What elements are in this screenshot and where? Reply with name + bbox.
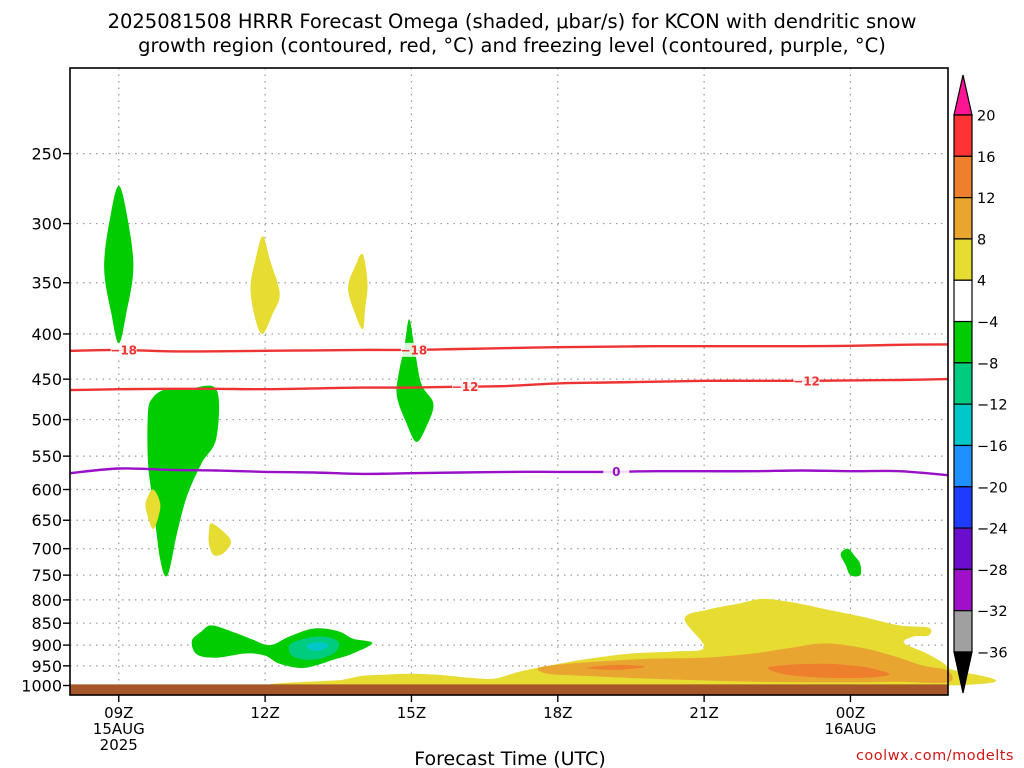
colorbar-bin (953, 444, 973, 488)
y-tick-label: 900 (31, 636, 62, 655)
x-tick-label: 09Z (104, 704, 133, 722)
omega-shading (104, 186, 997, 688)
y-tick-label: 450 (31, 370, 62, 389)
colorbar-label: 12 (977, 191, 995, 207)
y-tick-label: 700 (31, 540, 62, 559)
colorbar-bin (953, 610, 973, 653)
colorbar-label: −36 (977, 646, 1008, 662)
colorbar-label: 20 (977, 109, 995, 125)
colorbar-bin (953, 197, 973, 240)
y-tick-label: 500 (31, 411, 62, 430)
contour-label--18: −18 (401, 343, 428, 357)
x-tick-label: 15AUG (93, 720, 145, 738)
x-axis-label: Forecast Time (UTC) (414, 748, 605, 768)
contour-label--12: −12 (793, 374, 820, 388)
omega-region-14 (587, 664, 646, 670)
y-tick-label: 950 (31, 657, 62, 676)
omega-region-1 (147, 385, 220, 577)
colorbar-label: 16 (977, 150, 995, 166)
colorbar-label: −20 (977, 480, 1008, 496)
colorbar-label: −24 (977, 522, 1008, 538)
title-line-1: 2025081508 HRRR Forecast Omega (shaded, … (108, 10, 917, 33)
omega-region-5 (250, 236, 280, 335)
contour-label-bg (603, 464, 630, 479)
x-tick-label: 2025 (100, 736, 138, 754)
y-tick-label: 400 (31, 325, 62, 344)
omega-region-4 (208, 523, 231, 556)
contour-label--12: −12 (452, 380, 479, 394)
colorbar: 20 16 12 8 4 −4 −8 −12 −16 −20 −24 −28 −32 −36 (953, 74, 1008, 694)
omega-region-7 (191, 625, 373, 668)
colorbar-bin (953, 320, 973, 364)
y-tick-label: 1000 (21, 677, 62, 696)
colorbar-label: −28 (977, 563, 1008, 579)
colorbar-label: −8 (977, 356, 998, 372)
colorbar-bin (953, 527, 973, 570)
y-tick-label: 650 (31, 511, 62, 530)
plot-frame (69, 67, 949, 696)
colorbar-label: −4 (977, 315, 998, 331)
y-tick-label: 250 (31, 145, 62, 164)
contour-lines: −18 −18 −12 −12 0 (69, 342, 949, 479)
contour-label-bg (110, 343, 137, 358)
credit-link[interactable]: coolwx.com/modelts (856, 748, 1014, 764)
colorbar-label: −12 (977, 398, 1008, 414)
x-tick-label: 00Z (836, 704, 865, 722)
omega-region-10 (840, 548, 862, 577)
colorbar-label: 4 (977, 274, 986, 290)
colorbar-bottom-triangle (953, 651, 973, 694)
x-tick-label: 18Z (543, 704, 572, 722)
contour-label-bg (793, 373, 820, 388)
y-tick-label: 550 (31, 447, 62, 466)
y-tick-label: 350 (31, 274, 62, 293)
omega-region-0 (104, 186, 134, 344)
x-tick-label: 16AUG (824, 720, 876, 738)
title-line-2: growth region (contoured, red, °C) and f… (138, 34, 886, 57)
y-tick-label: 850 (31, 614, 62, 633)
colorbar-bin (953, 155, 973, 199)
colorbar-label: −16 (977, 439, 1008, 455)
contour-label--18: −18 (110, 344, 137, 358)
x-tick-label: 21Z (689, 704, 718, 722)
terrain-fill (70, 684, 948, 695)
y-axis: 250 300 350 400 450 500 550 600 650 700 750 800 850 9… (21, 145, 70, 696)
colorbar-label: −32 (977, 604, 1008, 620)
colorbar-label: 8 (977, 232, 986, 248)
colorbar-bin (953, 114, 973, 157)
terrain-strip (70, 684, 948, 695)
contour-label-bg (452, 379, 479, 394)
y-tick-label: 300 (31, 215, 62, 234)
contour-label-bg (400, 342, 427, 357)
omega-region-9 (306, 642, 329, 651)
colorbar-bin (953, 238, 973, 281)
x-tick-label: 15Z (397, 704, 426, 722)
colorbar-bin (953, 403, 973, 447)
x-tick-label: 12Z (250, 704, 279, 722)
y-tick-label: 800 (31, 591, 62, 610)
colorbar-bin (953, 279, 973, 323)
colorbar-bin (953, 568, 973, 612)
contour--18 (69, 343, 949, 353)
contour-label-0: 0 (612, 465, 620, 479)
omega-region-13 (767, 663, 890, 679)
y-tick-label: 750 (31, 566, 62, 585)
contour-0 (69, 467, 949, 477)
colorbar-bin (953, 362, 973, 405)
colorbar-bin (953, 486, 973, 529)
omega-region-3 (145, 489, 161, 530)
omega-region-6 (348, 253, 368, 330)
y-tick-label: 600 (31, 481, 62, 500)
